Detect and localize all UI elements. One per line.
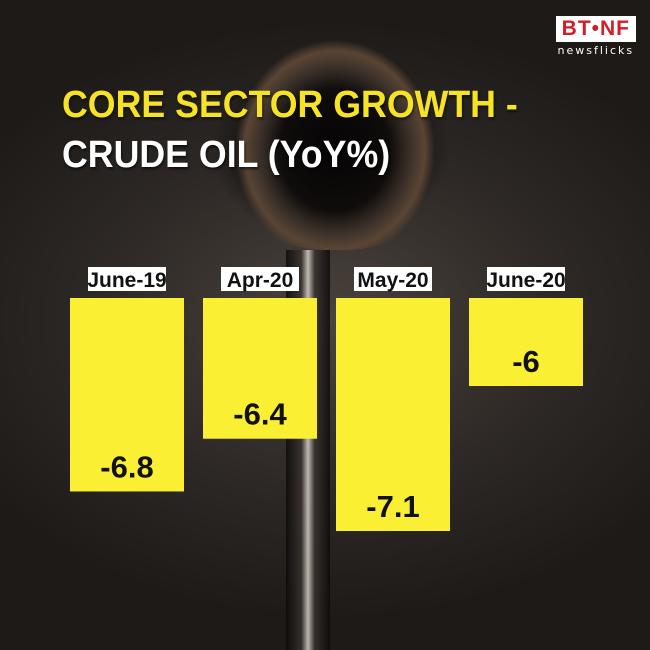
value-label: -6.8 xyxy=(100,449,153,484)
chart-title-line-1: CORE SECTOR GROWTH - xyxy=(62,84,518,126)
bar-june-19 xyxy=(70,298,184,492)
value-label: -6.4 xyxy=(233,397,287,432)
btnf-logo: BT•NF newsflicks xyxy=(555,16,636,57)
logo-sub-text: newsflicks xyxy=(557,44,635,57)
category-label: June-19 xyxy=(87,269,166,292)
bar-may-20 xyxy=(336,298,450,531)
category-label: May-20 xyxy=(357,269,428,292)
category-label-bg xyxy=(354,267,432,291)
category-label-bg xyxy=(487,267,565,291)
category-label-bg xyxy=(221,267,299,291)
value-label: -7.1 xyxy=(366,489,419,524)
oil-pipe-image xyxy=(205,0,465,250)
category-label: Apr-20 xyxy=(227,269,294,292)
chart-title-line-2: CRUDE OIL (YoY%) xyxy=(62,134,391,176)
bar-apr-20 xyxy=(203,298,317,439)
bar-june-20 xyxy=(469,298,583,386)
category-label-bg xyxy=(88,267,166,291)
logo-main-text: BT•NF xyxy=(555,16,636,42)
value-label: -6 xyxy=(512,344,540,379)
category-label: June-20 xyxy=(486,269,565,292)
